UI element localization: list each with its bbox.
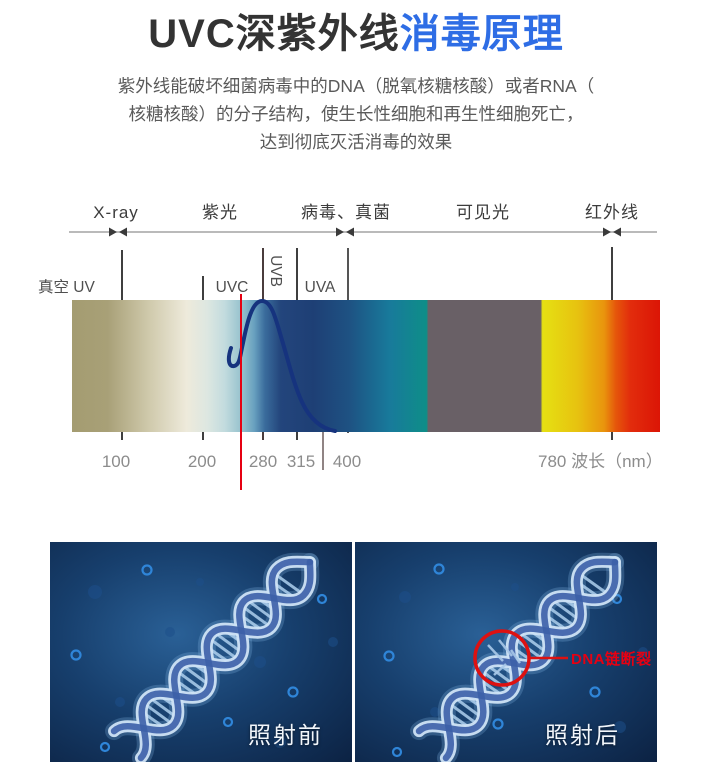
dna-break-label: DNA链断裂 <box>571 650 652 668</box>
uvc-label: UVC <box>216 279 249 296</box>
title-highlight: 消毒原理 <box>399 12 564 56</box>
vacuum-uv-label: 真空 UV <box>38 278 96 296</box>
germicidal-curve <box>226 298 337 433</box>
dna-after-panel: DNA链断裂 照射后 <box>355 542 657 762</box>
subtitle-line-3: 达到彻底灭活消毒的效果 <box>259 132 453 152</box>
bowtie-marker-icon <box>603 227 621 237</box>
before-caption: 照射前 <box>248 722 323 748</box>
dna-before-image <box>50 542 352 762</box>
bokeh-particles <box>70 564 338 753</box>
wavelength-spectrum-diagram: X-ray 紫光 病毒、真菌 可见光 红外线 真空 UV UVC UVA UVB… <box>38 203 663 490</box>
region-label-visible: 可见光 <box>456 203 510 222</box>
spectrum-color-band <box>72 300 660 432</box>
broken-fragments <box>487 639 522 676</box>
tick-400: 400 <box>333 452 361 471</box>
title-prefix: UVC深紫外线 <box>148 12 400 56</box>
tick-280: 280 <box>249 452 277 471</box>
after-caption: 照射后 <box>545 722 620 748</box>
tick-200: 200 <box>188 452 216 471</box>
dna-before-panel: 照射前 <box>50 542 352 762</box>
dna-break-annotation: DNA链断裂 <box>473 629 652 687</box>
region-label-infrared: 红外线 <box>585 203 639 222</box>
tick-315: 315 <box>287 452 315 471</box>
dna-after-image: DNA链断裂 <box>355 542 657 762</box>
uvb-label: UVB <box>267 255 284 287</box>
region-label-uv: 紫光 <box>202 203 238 222</box>
region-label-xray: X-ray <box>93 203 139 222</box>
bowtie-marker-icon <box>336 227 354 237</box>
subtitle-line-2: 核糖核酸）的分子结构，使生长性细胞和再生性细胞死亡， <box>128 104 584 124</box>
tick-100: 100 <box>102 452 130 471</box>
region-label-virus: 病毒、真菌 <box>301 203 391 222</box>
subtitle-line-1: 紫外线能破坏细菌病毒中的DNA（脱氧核糖核酸）或者RNA（ <box>117 76 595 96</box>
bowtie-marker-icon <box>109 227 127 237</box>
page-title: UVC深紫外线消毒原理 <box>0 10 712 58</box>
break-highlight-circle-icon <box>473 629 531 687</box>
subtitle-paragraph: 紫外线能破坏细菌病毒中的DNA（脱氧核糖核酸）或者RNA（ 核糖核酸）的分子结构… <box>36 72 676 156</box>
uva-label: UVA <box>305 279 336 296</box>
axis-label-780-nm: 780 波长（nm） <box>538 452 663 471</box>
